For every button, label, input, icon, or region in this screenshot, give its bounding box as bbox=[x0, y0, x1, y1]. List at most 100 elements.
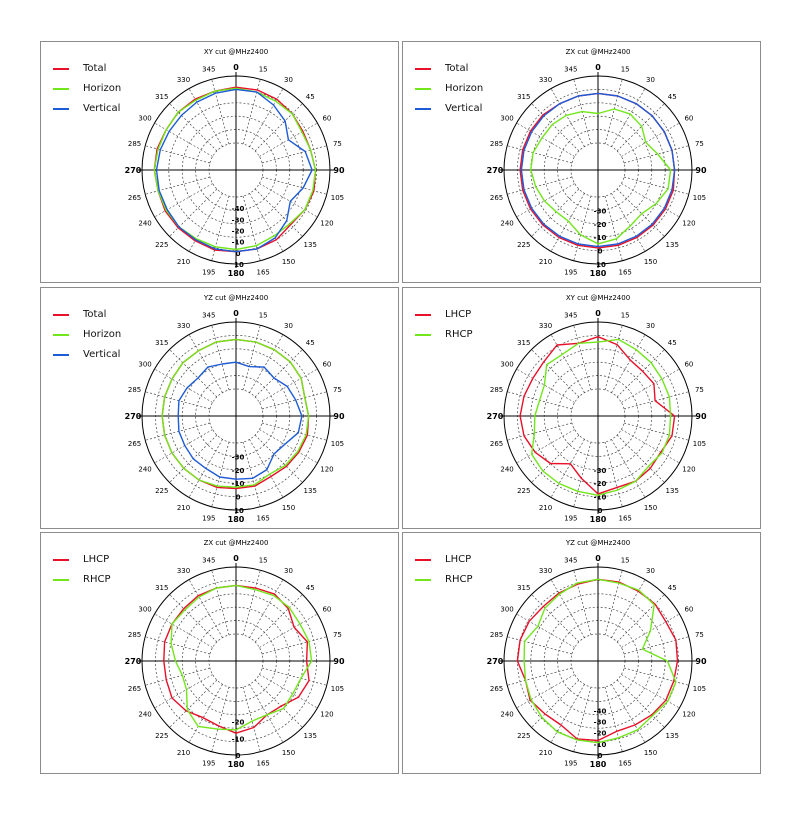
angle-label: 150 bbox=[644, 749, 657, 757]
angle-label: 180 bbox=[228, 269, 245, 278]
grid-spoke bbox=[169, 679, 218, 728]
grid-spoke bbox=[145, 391, 211, 410]
grid-spoke bbox=[188, 579, 223, 638]
grid-spoke bbox=[507, 636, 573, 655]
series-line-lhcp bbox=[519, 336, 676, 495]
angle-label: 345 bbox=[202, 66, 215, 74]
grid-spoke bbox=[616, 434, 665, 483]
chart-panel-yz-cut-total: YZ cut @MHz2400 0 15 30 45 60 75 90 105 120 135 150… bbox=[40, 287, 399, 529]
grid-spoke bbox=[531, 103, 580, 152]
angle-label: 225 bbox=[155, 732, 168, 740]
grid-spoke bbox=[169, 594, 218, 643]
angle-label: 135 bbox=[304, 241, 317, 249]
grid-spoke bbox=[242, 325, 261, 391]
grid-spoke bbox=[531, 594, 580, 643]
angle-label: 265 bbox=[490, 685, 503, 693]
angle-label: 330 bbox=[539, 567, 552, 575]
angle-label: 285 bbox=[128, 631, 141, 639]
angle-label: 240 bbox=[500, 466, 513, 474]
angle-label: 270 bbox=[487, 657, 504, 666]
angle-label: 30 bbox=[646, 567, 655, 575]
angle-label: 135 bbox=[304, 732, 317, 740]
grid-spoke bbox=[188, 684, 223, 743]
angle-label: 285 bbox=[490, 386, 503, 394]
grid-spoke bbox=[242, 441, 261, 507]
legend-label: Vertical bbox=[445, 103, 483, 114]
angle-label: 240 bbox=[138, 220, 151, 228]
grid-spoke bbox=[623, 667, 689, 686]
angle-label: 135 bbox=[304, 487, 317, 495]
angle-label: 45 bbox=[306, 339, 315, 347]
angle-label: 195 bbox=[564, 514, 577, 522]
grid-spoke bbox=[611, 439, 646, 498]
legend-swatch bbox=[53, 334, 69, 336]
grid-spoke bbox=[531, 188, 580, 237]
angle-label: 225 bbox=[517, 732, 530, 740]
series-line-vertical bbox=[520, 92, 676, 248]
ring-label: -10 bbox=[232, 735, 245, 743]
grid-spoke bbox=[154, 368, 213, 403]
angle-label: 210 bbox=[539, 504, 552, 512]
grid-spoke bbox=[261, 145, 327, 164]
angle-label: 195 bbox=[202, 268, 215, 276]
grid-spoke bbox=[616, 349, 665, 398]
legend-label: Total bbox=[83, 63, 107, 74]
angle-label: 225 bbox=[155, 241, 168, 249]
angle-label: 330 bbox=[177, 76, 190, 84]
angle-label: 345 bbox=[564, 312, 577, 320]
chart-title: ZX cut @MHz2400 bbox=[204, 539, 269, 547]
angle-label: 0 bbox=[233, 63, 239, 72]
angle-label: 30 bbox=[646, 76, 655, 84]
grid-spoke bbox=[550, 579, 585, 638]
angle-label: 270 bbox=[487, 166, 504, 175]
angle-label: 210 bbox=[539, 258, 552, 266]
legend-swatch bbox=[53, 314, 69, 316]
angle-label: 60 bbox=[684, 361, 693, 369]
grid-spoke bbox=[259, 674, 318, 709]
angle-label: 45 bbox=[306, 584, 315, 592]
legend-label: Horizon bbox=[83, 329, 122, 340]
grid-spoke bbox=[211, 570, 230, 636]
legend-label: Total bbox=[445, 63, 469, 74]
grid-spoke bbox=[604, 441, 623, 507]
legend-label: RHCP bbox=[445, 329, 473, 340]
angle-label: 90 bbox=[695, 657, 707, 666]
angle-label: 0 bbox=[233, 309, 239, 318]
angle-label: 30 bbox=[646, 322, 655, 330]
grid-spoke bbox=[259, 429, 318, 464]
angle-label: 240 bbox=[500, 220, 513, 228]
grid-spoke bbox=[623, 391, 689, 410]
ring-label: -20 bbox=[232, 467, 245, 475]
grid-spoke bbox=[261, 667, 327, 686]
ring-label: -30 bbox=[594, 719, 607, 727]
chart-title: YZ cut @MHz2400 bbox=[565, 539, 630, 547]
series-line-rhcp bbox=[530, 338, 672, 497]
grid-spoke bbox=[611, 88, 646, 147]
grid-spoke bbox=[188, 88, 223, 147]
grid-spoke bbox=[604, 570, 623, 636]
legend-swatch bbox=[415, 559, 431, 561]
angle-label: 240 bbox=[500, 711, 513, 719]
polar-chart: ZX cut @MHz2400 0 15 30 45 60 75 90 105 120 135 150… bbox=[487, 48, 707, 278]
ring-label: -30 bbox=[232, 216, 245, 224]
chart-title: XY cut @MHz2400 bbox=[566, 294, 630, 302]
angle-label: 45 bbox=[668, 584, 677, 592]
grid-spoke bbox=[249, 579, 284, 638]
angle-label: 195 bbox=[564, 268, 577, 276]
angle-label: 285 bbox=[490, 140, 503, 148]
grid-spoke bbox=[154, 122, 213, 157]
polar-chart: XY cut @MHz2400 0 15 30 45 60 75 90 105 120 135 150… bbox=[487, 294, 707, 524]
ring-label: 10 bbox=[234, 261, 244, 269]
grid-spoke bbox=[573, 686, 592, 752]
angle-label: 75 bbox=[333, 386, 342, 394]
grid-spoke bbox=[154, 183, 213, 218]
angle-label: 330 bbox=[177, 322, 190, 330]
grid-spoke bbox=[573, 195, 592, 261]
legend-label: LHCP bbox=[445, 554, 472, 565]
ring-label: 0 bbox=[236, 752, 241, 760]
angle-label: 60 bbox=[322, 361, 331, 369]
grid-spoke bbox=[259, 183, 318, 218]
angle-label: 120 bbox=[682, 466, 695, 474]
legend-label: Vertical bbox=[83, 103, 121, 114]
angle-label: 0 bbox=[595, 63, 601, 72]
